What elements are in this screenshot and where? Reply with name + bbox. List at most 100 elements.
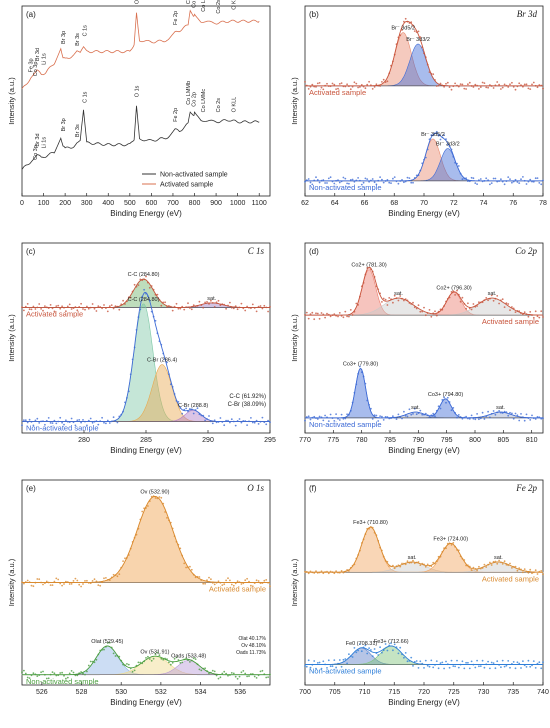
data-point: [393, 643, 396, 646]
data-point: [305, 311, 308, 314]
data-point: [326, 667, 328, 669]
data-point: [406, 660, 409, 663]
data-point: [461, 178, 464, 181]
data-point: [265, 676, 268, 679]
data-point: [304, 665, 306, 667]
data-point: [478, 565, 480, 568]
sample-label: Non-activated sample: [309, 667, 382, 676]
panel-label: (f): [309, 484, 317, 493]
data-point: [202, 306, 205, 309]
data-point: [489, 416, 491, 419]
data-point: [509, 178, 511, 181]
data-point: [63, 423, 65, 426]
data-point: [507, 303, 510, 305]
data-point: [511, 567, 513, 569]
data-point: [324, 182, 326, 184]
data-point: [44, 423, 46, 426]
data-point: [435, 314, 438, 317]
data-point: [315, 86, 317, 88]
data-point: [514, 311, 517, 313]
data-point: [434, 415, 436, 418]
peak-annotation: Br 3s: [75, 124, 81, 137]
data-point: [76, 674, 79, 677]
data-point: [333, 83, 336, 86]
data-point: [103, 577, 105, 580]
panel-e: (e) O 1s 526 528 530 532 534 536 Binding Energy …: [7, 479, 271, 707]
data-point: [392, 415, 394, 418]
component-label: sat.: [394, 291, 403, 297]
data-point: [143, 288, 146, 291]
data-point: [516, 661, 519, 664]
component-label: sat.: [408, 555, 417, 561]
data-point: [423, 667, 425, 669]
data-point: [198, 668, 201, 671]
data-point: [413, 407, 416, 410]
data-point: [492, 410, 495, 412]
fit-envelope: [22, 495, 270, 583]
panel-label: (c): [26, 247, 36, 256]
data-point: [78, 419, 81, 421]
data-point: [103, 421, 105, 424]
data-point: [498, 83, 500, 86]
data-point: [472, 417, 475, 420]
data-point: [371, 655, 374, 657]
data-point: [307, 317, 310, 320]
data-point: [63, 583, 65, 585]
component-peak: [21, 656, 271, 676]
data-point: [465, 415, 467, 418]
data-point: [520, 667, 522, 669]
data-point: [348, 182, 350, 185]
x-tick-label: 715: [388, 689, 400, 696]
data-point: [316, 82, 319, 85]
data-point: [540, 667, 543, 670]
data-point: [419, 310, 422, 313]
data-point: [386, 649, 389, 652]
data-point: [379, 646, 381, 649]
data-point: [169, 663, 172, 666]
data-point: [359, 86, 361, 88]
data-point: [338, 181, 341, 184]
data-point: [496, 562, 499, 565]
data-point: [42, 670, 44, 673]
data-point: [527, 315, 530, 318]
data-point: [70, 670, 73, 672]
data-point: [217, 299, 220, 302]
data-point: [485, 297, 488, 299]
data-point: [349, 309, 352, 311]
data-point: [335, 666, 337, 669]
data-point: [68, 303, 71, 306]
data-point: [40, 671, 42, 674]
data-point: [441, 661, 444, 664]
data-point: [492, 177, 495, 180]
data-point: [346, 413, 348, 416]
data-point: [267, 676, 269, 678]
data-point: [424, 412, 427, 415]
data-point: [529, 568, 532, 571]
data-point: [467, 302, 469, 305]
data-point: [210, 299, 212, 302]
data-point: [28, 418, 31, 421]
data-point: [337, 315, 339, 318]
data-point: [542, 661, 544, 663]
data-point: [255, 579, 258, 582]
data-point: [202, 582, 205, 585]
data-point: [158, 496, 161, 498]
data-point: [333, 313, 336, 315]
data-point: [454, 294, 456, 296]
data-point: [388, 181, 391, 184]
x-tick-label: 785: [384, 437, 396, 444]
data-point: [318, 317, 321, 320]
data-point: [531, 414, 533, 417]
data-point: [399, 646, 402, 649]
data-point: [213, 583, 216, 586]
data-point: [261, 416, 264, 419]
data-point: [76, 579, 79, 582]
x-axis-label: Binding Energy (eV): [110, 446, 182, 455]
data-point: [435, 85, 438, 87]
data-point: [211, 422, 214, 425]
data-point: [227, 577, 229, 580]
data-point: [501, 659, 504, 662]
data-point: [223, 583, 226, 586]
data-point: [419, 660, 422, 663]
data-point: [133, 669, 136, 672]
